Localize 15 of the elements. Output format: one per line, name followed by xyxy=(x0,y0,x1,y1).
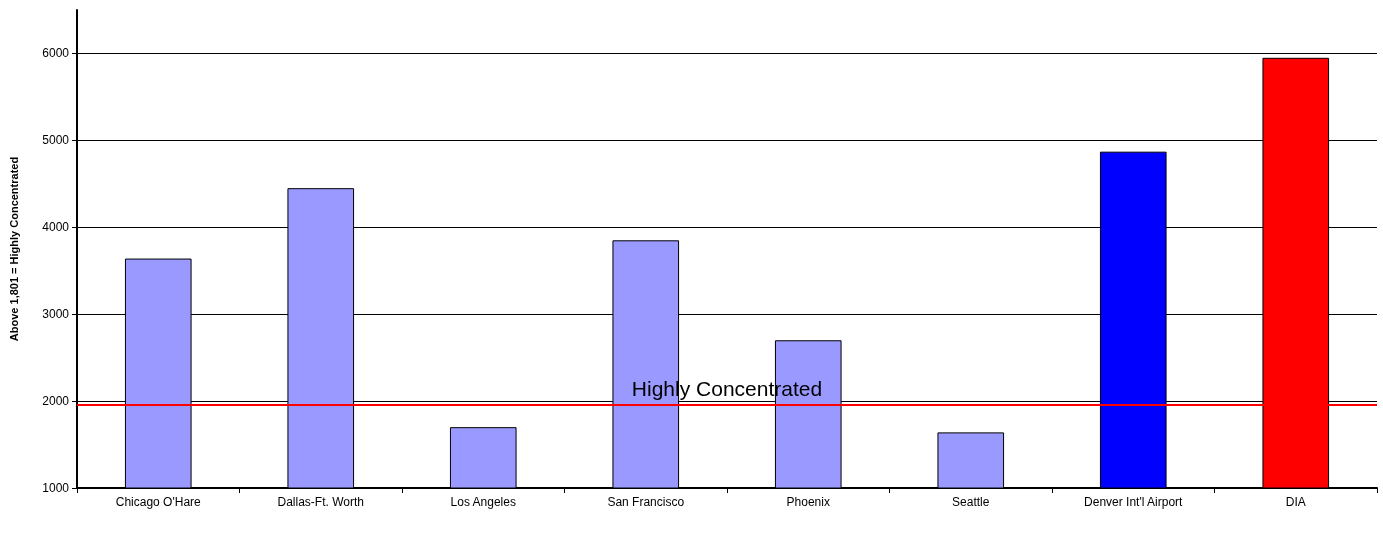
x-tick-label: Los Angeles xyxy=(450,495,516,509)
y-axis-title: Above 1,801 = Highly Concentrated xyxy=(7,156,20,342)
y-tick-label: 6000 xyxy=(42,46,70,61)
y-tick-label: 4000 xyxy=(42,220,70,235)
y-tick-label: 5000 xyxy=(42,133,70,148)
y-tick-label: 1000 xyxy=(42,481,70,495)
x-tick-label: Phoenix xyxy=(786,495,830,509)
x-tick-label: San Francisco xyxy=(607,495,685,509)
x-tick-label: Chicago O'Hare xyxy=(115,495,202,509)
x-tick-label: DIA xyxy=(1285,495,1306,509)
x-tick-label: Seattle xyxy=(952,495,990,509)
x-tick-label: Denver Int'l Airport xyxy=(1084,495,1184,509)
x-tick-label: Dallas-Ft. Worth xyxy=(277,495,364,509)
y-tick-label: 2000 xyxy=(42,394,70,409)
y-tick-label: 3000 xyxy=(42,307,70,322)
